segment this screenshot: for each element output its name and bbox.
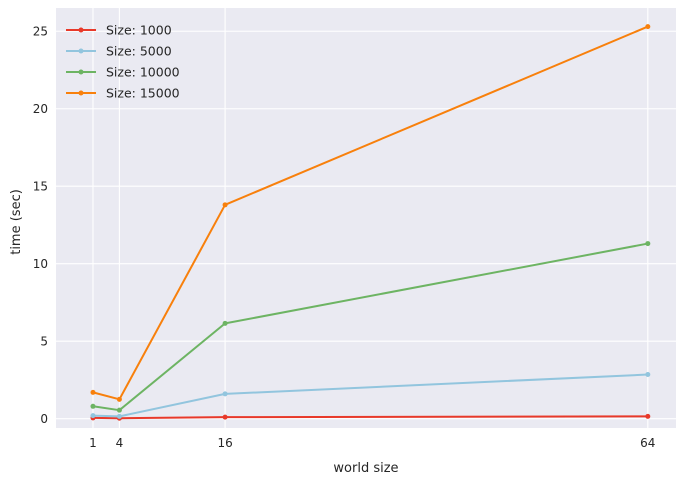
x-tick-label: 64 <box>640 436 655 450</box>
legend-label: Size: 10000 <box>106 65 180 80</box>
data-point <box>222 320 228 326</box>
y-tick-label: 25 <box>33 25 48 39</box>
data-point <box>116 396 122 402</box>
data-point <box>90 389 96 395</box>
legend-label: Size: 15000 <box>106 86 180 101</box>
legend-item: Size: 15000 <box>66 86 180 101</box>
series-line <box>92 242 649 412</box>
y-tick-label: 5 <box>40 335 48 349</box>
data-point <box>116 407 122 413</box>
legend-marker <box>78 90 84 96</box>
legend-marker <box>78 69 84 75</box>
data-point <box>116 413 122 419</box>
legend-marker <box>78 27 84 33</box>
data-point <box>645 413 651 419</box>
data-point <box>90 413 96 419</box>
x-tick-label: 4 <box>116 436 124 450</box>
legend: Size: 1000 Size: 5000 Size: 10000 Size: 150… <box>66 23 180 101</box>
y-tick-label: 0 <box>40 412 48 426</box>
legend-marker <box>78 48 84 54</box>
series-line <box>92 415 648 420</box>
y-axis-label: time (sec) <box>9 189 24 255</box>
ticks: 0 5 10 15 20 25 1 4 16 64 <box>33 25 656 450</box>
x-tick-label: 16 <box>217 436 232 450</box>
legend-item: Size: 1000 <box>66 23 172 38</box>
legend-item: Size: 5000 <box>66 44 172 59</box>
data-point <box>222 202 228 208</box>
y-tick-label: 10 <box>33 257 48 271</box>
legend-item: Size: 10000 <box>66 65 180 80</box>
data-point <box>222 391 228 397</box>
x-axis-label: world size <box>333 461 398 476</box>
series-line <box>92 373 648 418</box>
data-point <box>645 24 651 30</box>
grid <box>56 8 676 428</box>
series-line <box>92 25 649 401</box>
data-point <box>222 414 228 420</box>
data-point <box>90 403 96 409</box>
data-point <box>645 372 651 378</box>
plot-area <box>56 8 676 428</box>
legend-label: Size: 1000 <box>106 23 172 38</box>
y-tick-label: 20 <box>33 102 48 116</box>
x-tick-label: 1 <box>89 436 97 450</box>
series-layer <box>90 24 651 421</box>
series-4 <box>90 24 651 402</box>
y-tick-label: 15 <box>33 180 48 194</box>
legend-label: Size: 5000 <box>106 44 172 59</box>
series-2 <box>90 372 651 419</box>
series-3 <box>90 241 651 413</box>
data-point <box>645 241 651 247</box>
